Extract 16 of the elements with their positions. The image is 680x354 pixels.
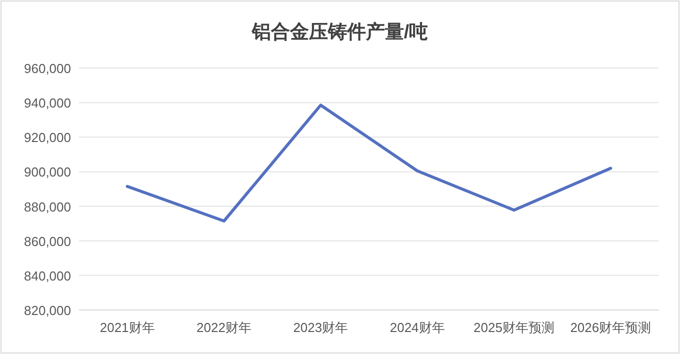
- y-tick-label: 940,000: [24, 96, 71, 111]
- chart-title: 铝合金压铸件产量/吨: [250, 21, 428, 43]
- y-tick-label: 820,000: [24, 303, 71, 318]
- x-tick-label: 2026财年预测: [570, 320, 652, 335]
- x-tick-label: 2025财年预测: [474, 320, 554, 335]
- line-series: [126, 104, 612, 222]
- y-tick-label: 880,000: [24, 199, 71, 214]
- x-tick-label: 2021财年: [100, 320, 155, 335]
- y-tick-label: 960,000: [24, 61, 71, 76]
- x-tick-label: 2022财年: [196, 320, 252, 335]
- y-tick-label: 900,000: [24, 164, 71, 180]
- x-tick-label: 2024财年: [390, 320, 445, 335]
- y-tick-label: 840,000: [24, 268, 71, 284]
- x-tick-label: 2023财年: [293, 320, 348, 335]
- y-tick-label: 920,000: [24, 130, 71, 146]
- y-tick-label: 860,000: [24, 234, 71, 249]
